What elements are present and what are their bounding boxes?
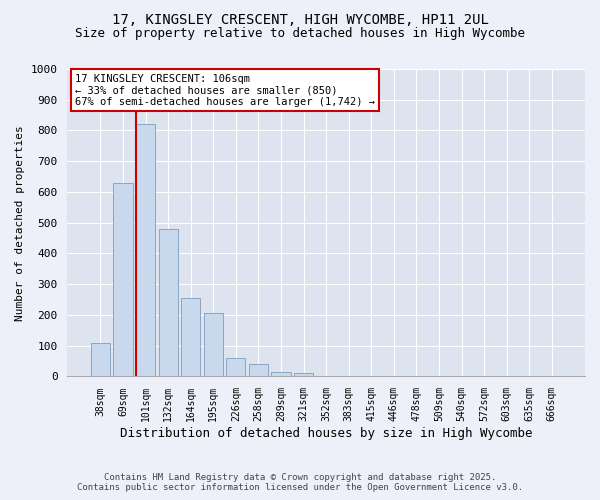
Y-axis label: Number of detached properties: Number of detached properties <box>15 125 25 320</box>
Bar <box>271 372 290 376</box>
Bar <box>113 183 133 376</box>
Text: 17 KINGSLEY CRESCENT: 106sqm
← 33% of detached houses are smaller (850)
67% of s: 17 KINGSLEY CRESCENT: 106sqm ← 33% of de… <box>75 74 375 107</box>
Bar <box>158 229 178 376</box>
Bar <box>294 374 313 376</box>
Bar <box>136 124 155 376</box>
Bar <box>91 342 110 376</box>
Bar <box>226 358 245 376</box>
Bar <box>181 298 200 376</box>
Text: Size of property relative to detached houses in High Wycombe: Size of property relative to detached ho… <box>75 28 525 40</box>
Bar <box>249 364 268 376</box>
Text: Contains HM Land Registry data © Crown copyright and database right 2025.
Contai: Contains HM Land Registry data © Crown c… <box>77 473 523 492</box>
Bar <box>203 314 223 376</box>
Text: 17, KINGSLEY CRESCENT, HIGH WYCOMBE, HP11 2UL: 17, KINGSLEY CRESCENT, HIGH WYCOMBE, HP1… <box>112 12 488 26</box>
X-axis label: Distribution of detached houses by size in High Wycombe: Distribution of detached houses by size … <box>120 427 532 440</box>
